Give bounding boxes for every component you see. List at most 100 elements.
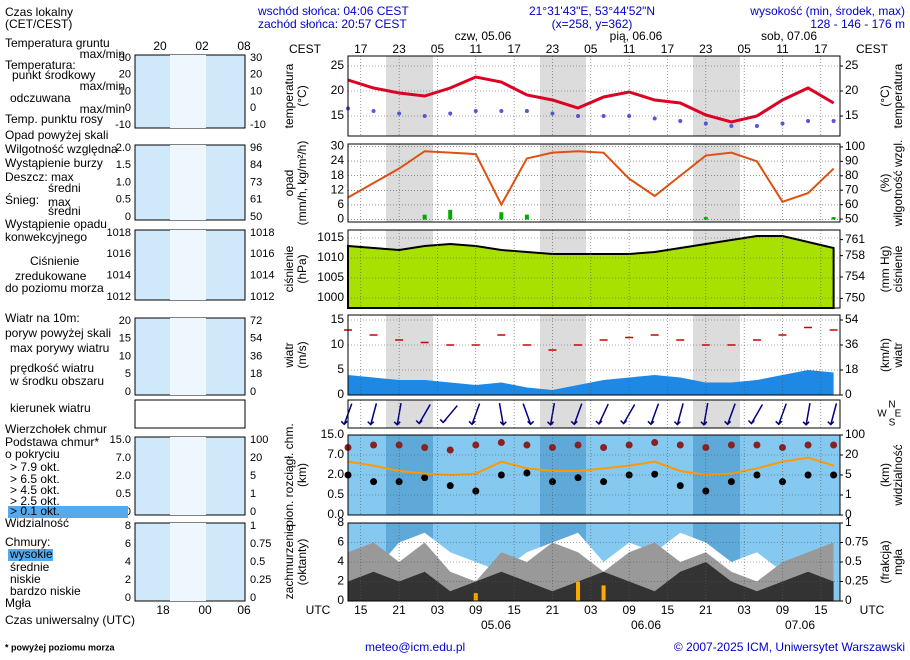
series-dot	[523, 469, 531, 477]
y2-tick-label: 15	[845, 108, 859, 122]
mini-tick-label: 50	[250, 211, 262, 223]
mini-day	[170, 145, 206, 220]
y2-tick-label: 20	[845, 83, 859, 97]
wind-arrow	[415, 404, 431, 425]
series-bar	[831, 217, 836, 220]
y-tick-label: 4	[337, 554, 344, 568]
y-tick-label: 10	[331, 337, 345, 351]
y2-tick-label: 0.25	[845, 574, 869, 588]
mini-tick-label: 0.25	[250, 574, 271, 586]
y-axis-label: (mm/h, kg/m²/h)	[295, 141, 309, 226]
wind-arrow	[439, 405, 458, 424]
x-tick-label-top: 23	[392, 42, 406, 56]
mini-tick-label: 0	[250, 592, 256, 604]
series-dot	[395, 478, 403, 486]
wind-arrow	[775, 403, 787, 426]
legend-entry: wysokie	[9, 547, 53, 561]
y-tick-label: 8	[337, 515, 344, 529]
night-band	[540, 315, 586, 395]
y2-axis-label: ciśnienie	[891, 245, 905, 292]
y-tick-label: 0	[337, 387, 344, 401]
y2-axis-label: (km)	[878, 463, 892, 487]
legend-text: odczuwana	[10, 91, 71, 105]
series-bar	[524, 214, 529, 220]
legend-entry: > 7.9 okt.	[10, 460, 60, 474]
panel-frame	[347, 522, 841, 602]
y2-tick-label: 1	[845, 515, 852, 529]
y2-tick-label: 0	[845, 387, 852, 401]
legend-text: max/min	[80, 79, 125, 93]
legend-swatch	[8, 506, 128, 518]
legend-text: (CET/CEST)	[5, 17, 72, 31]
mini-tick-label: 1.5	[116, 159, 131, 171]
x-tick-label-top: 17	[814, 42, 828, 56]
legend-entry: Ciśnienie	[30, 254, 80, 268]
sunrise: wschód słońca: 04:06 CEST	[257, 4, 409, 18]
compass-letter: S	[889, 418, 896, 429]
mini-tick-label: 1.0	[116, 176, 131, 188]
mini-tick-label: 7.0	[116, 452, 131, 464]
y-axis-label: wiatr	[282, 342, 296, 368]
mini-tick-label: 0.75	[250, 538, 271, 550]
elevation-title: wysokość (min, środek, max)	[749, 4, 905, 18]
y2-tick-label: 60	[845, 197, 859, 211]
y-axis-label: (m/s)	[295, 341, 309, 368]
x-tick-label-top: 05	[431, 42, 445, 56]
mini-time: 18	[156, 603, 170, 617]
legend-text: max/min	[80, 102, 125, 116]
series-dot	[804, 471, 812, 479]
legend-text: > 0.1 okt.	[10, 504, 60, 518]
legend-text: > 6.5 okt.	[10, 472, 60, 486]
series-dot	[780, 121, 785, 126]
mini-tick-label: 18	[250, 368, 262, 380]
wind-arrow	[747, 404, 764, 425]
wind-arrow	[522, 403, 535, 426]
panel-frame	[347, 314, 841, 396]
night-band	[693, 56, 740, 136]
series-dot	[370, 478, 378, 486]
mini-tick-label: 61	[250, 194, 262, 206]
mini-tick-label: 20	[250, 452, 262, 464]
series-dot	[651, 439, 659, 446]
panel-frame	[347, 434, 841, 516]
x-tick-label: 09	[622, 603, 636, 617]
night-band	[386, 144, 433, 222]
y-tick-label: 15.0	[321, 427, 345, 441]
y-axis-label: (oktanty)	[295, 539, 309, 586]
mini-tick-label: 1018	[107, 227, 131, 239]
series-dot	[600, 478, 608, 486]
night-band	[693, 400, 740, 428]
legend-entry: Widzialność	[5, 516, 69, 530]
series-dot	[830, 471, 838, 479]
wind-arrow	[367, 403, 378, 426]
mini-day	[170, 437, 206, 515]
gridpoint: (x=258, y=362)	[552, 17, 633, 31]
mini-tick-label: 1016	[107, 248, 131, 260]
y2-axis-label: (km/h)	[878, 338, 892, 372]
night-band	[540, 144, 586, 222]
mini-tick-label: 1012	[250, 291, 274, 303]
legend-text: Czas uniwersalny (UTC)	[5, 613, 135, 627]
series-dot	[806, 119, 811, 123]
x-tick-label-top: 05	[737, 42, 751, 56]
series-dot	[574, 474, 582, 482]
y-tick-label: 25	[331, 58, 345, 72]
compass-letter: W	[877, 409, 887, 420]
wind-arrow	[547, 403, 556, 426]
legend-text: Opad powyżej skali	[5, 128, 108, 142]
mini-time: 06	[237, 603, 251, 617]
mini-tick-label: 0	[250, 386, 256, 398]
y-axis-label: (hPa)	[295, 254, 309, 283]
legend-text: Wystąpienie burzy	[5, 156, 103, 170]
mini-panel	[134, 399, 246, 429]
series-dot	[421, 444, 429, 451]
wind-arrow	[498, 403, 507, 426]
y2-tick-label: 54	[845, 312, 859, 326]
mini-tick-label: 100	[250, 434, 268, 446]
y2-tick-label: 18	[845, 362, 859, 376]
wind-arrow	[827, 403, 838, 426]
wind-arrow	[724, 403, 736, 426]
x-tick-label-top: 17	[507, 42, 521, 56]
panel-frame	[347, 55, 841, 137]
